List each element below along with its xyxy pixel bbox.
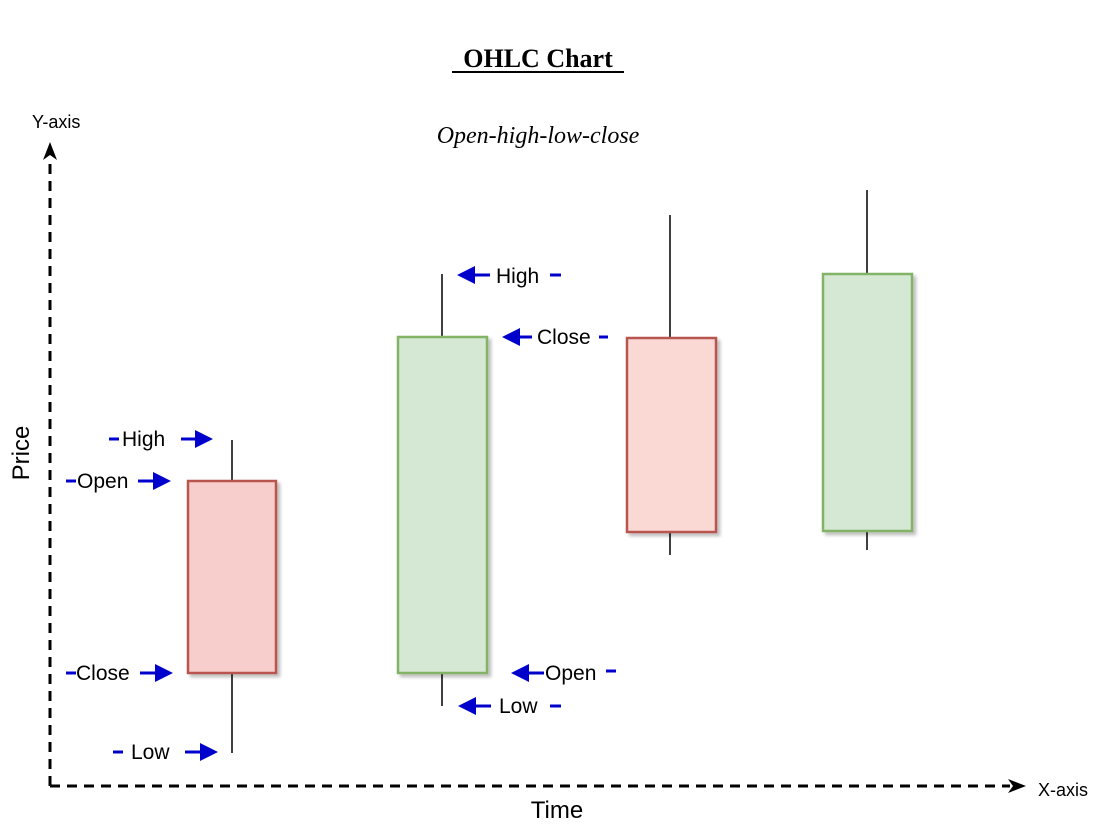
x-axis-label: X-axis <box>1038 780 1088 800</box>
y-axis-label: Y-axis <box>32 112 80 132</box>
candle-body <box>186 479 278 675</box>
candle-body <box>821 272 914 533</box>
diagram-title: OHLC Chart <box>463 44 613 73</box>
label-close: Close <box>537 326 591 349</box>
label-open: Open <box>545 662 596 685</box>
bullish-candle-labels: High Close Open Low <box>457 265 616 718</box>
x-axis-arrowhead-icon <box>1008 779 1026 793</box>
candle-body <box>625 336 718 534</box>
candle-bearish-1 <box>186 440 278 753</box>
axes: Y-axis X-axis Price Time <box>8 112 1088 824</box>
label-open: Open <box>77 470 128 493</box>
candle-bullish-1 <box>396 274 489 706</box>
label-low: Low <box>499 695 538 718</box>
y-axis-title: Price <box>8 426 35 481</box>
x-axis-title: Time <box>531 797 583 824</box>
y-axis-arrowhead-icon <box>43 142 57 160</box>
candle-bullish-2 <box>821 190 914 550</box>
candle-bearish-2 <box>625 215 718 555</box>
label-low: Low <box>131 741 170 764</box>
diagram-subtitle: Open-high-low-close <box>437 123 640 149</box>
label-close: Close <box>76 662 130 685</box>
bearish-candle-labels: High Open Close Low <box>66 428 218 764</box>
label-high: High <box>122 428 165 451</box>
label-high: High <box>496 265 539 288</box>
candle-body <box>396 335 489 675</box>
